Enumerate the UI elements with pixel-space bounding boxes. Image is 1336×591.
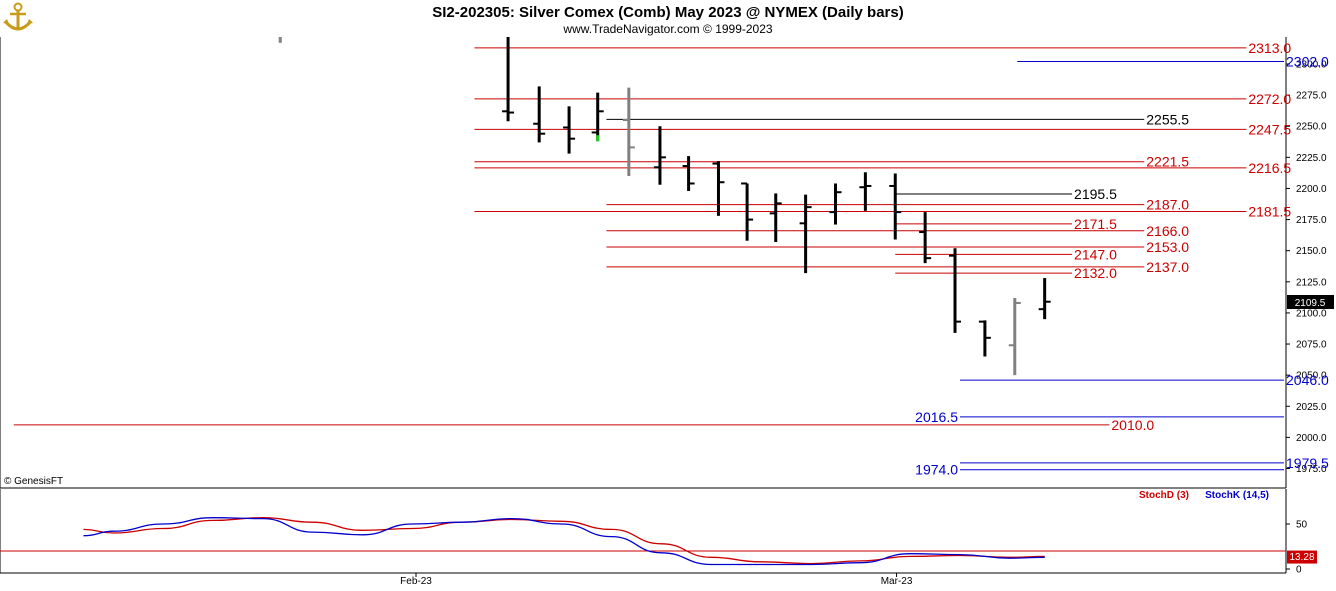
price-bars bbox=[278, 37, 1051, 376]
ohlc-bar bbox=[889, 173, 902, 240]
ohlc-bar bbox=[591, 92, 604, 142]
stoch-d-line bbox=[83, 517, 1045, 565]
y-tick-label: 2275.0 bbox=[1296, 91, 1327, 102]
stoch-last-box: 13.28 bbox=[1287, 550, 1317, 564]
last-price-box: 2109.5 bbox=[1287, 295, 1334, 309]
level-label: 2181.5 bbox=[1248, 203, 1291, 219]
level-label: 2255.5 bbox=[1146, 111, 1189, 127]
time-axis: Feb-23 Mar-23 bbox=[400, 573, 913, 587]
ohlc-bar bbox=[829, 183, 842, 225]
ohlc-bar bbox=[682, 156, 695, 191]
y-tick-label: 2300.0 bbox=[1296, 60, 1327, 71]
level-label: 2272.0 bbox=[1248, 91, 1291, 107]
ohlc-bar bbox=[502, 37, 515, 122]
level-label: 2016.5 bbox=[915, 409, 958, 425]
ohlc-bar bbox=[1008, 297, 1021, 376]
level-label: 2221.5 bbox=[1146, 154, 1189, 170]
ohlc-bar bbox=[712, 161, 725, 216]
y-tick-label: 2175.0 bbox=[1296, 215, 1327, 226]
price-plot-area bbox=[0, 37, 1286, 488]
y-tick-label: 2200.0 bbox=[1296, 184, 1327, 195]
y-tick-label: 2150.0 bbox=[1296, 246, 1327, 257]
ohlc-bar bbox=[1038, 278, 1051, 320]
level-label: 2195.5 bbox=[1074, 186, 1117, 202]
header: SI2-202305: Silver Comex (Comb) May 2023… bbox=[3, 2, 904, 36]
level-label: 1979.5 bbox=[1286, 455, 1329, 471]
y-tick-label: 2075.0 bbox=[1296, 340, 1327, 351]
indicator-tick-label: 0 bbox=[1296, 565, 1302, 576]
price-axis-ticks: 1975.0 2000.0 2025.0 2050.0 2075.0 2100.0 2125… bbox=[1286, 60, 1327, 475]
indicator-panel: 0 50 StochD (3) StochK (14,5) 13.28 bbox=[0, 489, 1317, 576]
y-tick-label: 1975.0 bbox=[1296, 464, 1327, 475]
watermark: © GenesisFT bbox=[4, 476, 63, 487]
legend-stoch-d: StochD (3) bbox=[1139, 490, 1189, 501]
ohlc-bar bbox=[769, 193, 782, 242]
indicator-plot-area bbox=[0, 489, 1286, 573]
level-label: 2137.0 bbox=[1146, 259, 1189, 275]
level-label: 2010.0 bbox=[1111, 417, 1154, 433]
ohlc-bar bbox=[533, 86, 546, 143]
ohlc-bar bbox=[622, 87, 635, 177]
ohlc-bar bbox=[978, 320, 991, 357]
ohlc-bar bbox=[859, 172, 872, 211]
indicator-legend: StochD (3) StochK (14,5) bbox=[1139, 490, 1269, 501]
y-tick-label: 2000.0 bbox=[1296, 433, 1327, 444]
legend-stoch-k: StochK (14,5) bbox=[1205, 490, 1269, 501]
x-tick-label: Feb-23 bbox=[400, 576, 432, 587]
level-label: 2153.0 bbox=[1146, 239, 1189, 255]
stoch-k-line bbox=[83, 517, 1045, 566]
level-label: 2166.0 bbox=[1146, 223, 1189, 239]
last-price-label: 2109.5 bbox=[1295, 298, 1326, 309]
indicator-lines bbox=[83, 517, 1045, 566]
ohlc-bar bbox=[799, 194, 812, 274]
chart-subtitle: www.TradeNavigator.com © 1999-2023 bbox=[562, 22, 772, 36]
last-price-background bbox=[1287, 295, 1334, 309]
ohlc-bar bbox=[741, 182, 754, 241]
level-label: 2171.5 bbox=[1074, 216, 1117, 232]
level-label: 2216.5 bbox=[1248, 160, 1291, 176]
level-label: 2046.0 bbox=[1286, 372, 1329, 388]
ohlc-bar bbox=[919, 212, 932, 264]
x-tick-label: Mar-23 bbox=[881, 576, 913, 587]
level-label: 1974.0 bbox=[915, 462, 958, 478]
level-label: 2302.0 bbox=[1286, 54, 1329, 70]
price-panel: 1975.0 2000.0 2025.0 2050.0 2075.0 2100.0 2125… bbox=[0, 37, 1334, 489]
ohlc-bar bbox=[563, 106, 576, 154]
y-tick-label: 2225.0 bbox=[1296, 153, 1327, 164]
anchor-logo-icon[interactable] bbox=[3, 2, 33, 31]
level-label: 2313.0 bbox=[1248, 40, 1291, 56]
y-tick-label: 2025.0 bbox=[1296, 402, 1327, 413]
y-tick-label: 2125.0 bbox=[1296, 277, 1327, 288]
y-tick-label: 2050.0 bbox=[1296, 371, 1327, 382]
stoch-last-background bbox=[1287, 550, 1317, 564]
y-tick-label: 2100.0 bbox=[1296, 308, 1327, 319]
chart-title: SI2-202305: Silver Comex (Comb) May 2023… bbox=[432, 4, 903, 21]
y-tick-label: 2250.0 bbox=[1296, 122, 1327, 133]
level-label: 2247.5 bbox=[1248, 121, 1291, 137]
stoch-last-label: 13.28 bbox=[1289, 552, 1314, 563]
indicator-tick-label: 50 bbox=[1296, 520, 1308, 531]
indicator-axis-ticks: 0 50 bbox=[1286, 520, 1308, 576]
ohlc-bar bbox=[653, 126, 666, 185]
level-label: 2147.0 bbox=[1074, 246, 1117, 262]
ohlc-bar bbox=[949, 248, 962, 333]
level-label: 2132.0 bbox=[1074, 265, 1117, 281]
level-label: 2187.0 bbox=[1146, 197, 1189, 213]
